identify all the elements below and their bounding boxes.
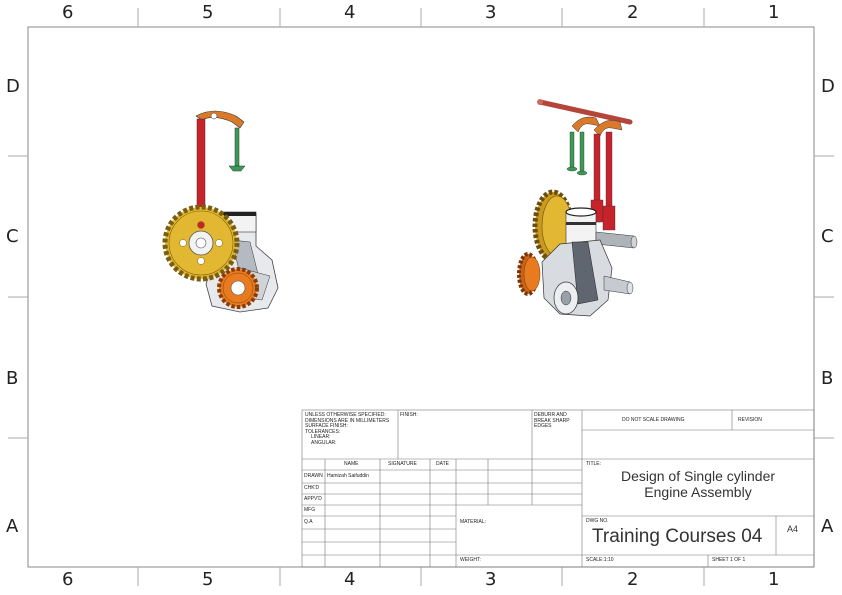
col-name-header: NAME <box>344 461 359 467</box>
deburr-note: DEBURR AND BREAK SHARP EDGES <box>534 412 570 430</box>
title-block-grid <box>301 409 815 568</box>
sheet-number: SHEET 1 OF 1 <box>712 557 746 563</box>
zone-label-right: B <box>821 368 834 389</box>
zone-label-bottom: 4 <box>344 569 356 590</box>
zone-label-left: D <box>6 76 20 97</box>
zone-label-bottom: 2 <box>627 569 639 590</box>
tolerance-note: UNLESS OTHERWISE SPECIFIED: DIMENSIONS A… <box>305 412 390 446</box>
engine-iso-view <box>517 99 638 317</box>
zone-label-top: 5 <box>202 2 214 23</box>
valve-side <box>234 127 240 167</box>
col-signature-header: SIGNATURE <box>388 461 417 467</box>
zone-label-right: D <box>821 76 835 97</box>
zone-label-bottom: 5 <box>202 569 214 590</box>
rocker-shaft-iso <box>537 99 633 125</box>
drawn-by-name: Hamizah Saifuddin <box>327 473 369 479</box>
zone-label-top: 2 <box>627 2 639 23</box>
scale-label: SCALE:1:10 <box>586 557 614 563</box>
zone-label-top: 3 <box>485 2 497 23</box>
zone-label-top: 1 <box>768 2 780 23</box>
zone-label-bottom: 1 <box>768 569 780 590</box>
zone-label-bottom: 3 <box>485 569 497 590</box>
engine-side-view <box>162 110 279 313</box>
zone-label-left: C <box>6 226 19 247</box>
revision-label: REVISION <box>738 417 762 423</box>
row-role: APPV'D <box>304 496 322 502</box>
do-not-scale-note: DO NOT SCALE DRAWING <box>622 417 685 423</box>
zone-label-right: A <box>821 516 834 537</box>
crank-gear-side <box>217 267 259 309</box>
zone-label-top: 6 <box>62 2 74 23</box>
col-date-header: DATE <box>436 461 449 467</box>
zone-ticks <box>8 8 834 586</box>
zone-label-right: C <box>821 226 834 247</box>
material-label: MATERIAL: <box>460 519 487 525</box>
cam-gear-side <box>162 204 240 282</box>
zone-label-left: B <box>6 368 19 389</box>
zone-label-left: A <box>6 516 19 537</box>
pushrod-side <box>196 118 206 220</box>
title-label: TITLE: <box>586 461 602 467</box>
crank-gear-iso <box>517 252 541 296</box>
zone-label-top: 4 <box>344 2 356 23</box>
drawing-number: Training Courses 04 <box>592 526 763 547</box>
dwg-no-label: DWG NO. <box>586 518 609 524</box>
row-role: MFG <box>304 507 316 513</box>
finish-label: FINISH: <box>400 412 418 418</box>
rocker-arm-side <box>195 110 245 129</box>
drawing-title: Design of Single cylinder Engine Assembl… <box>620 468 776 500</box>
row-role: CHK'D <box>304 485 320 491</box>
sheet-size: A4 <box>787 524 799 534</box>
row-role: Q.A <box>304 519 313 525</box>
weight-label: WEIGHT: <box>460 557 481 563</box>
row-role: DRAWN <box>304 473 323 479</box>
zone-label-bottom: 6 <box>62 569 74 590</box>
